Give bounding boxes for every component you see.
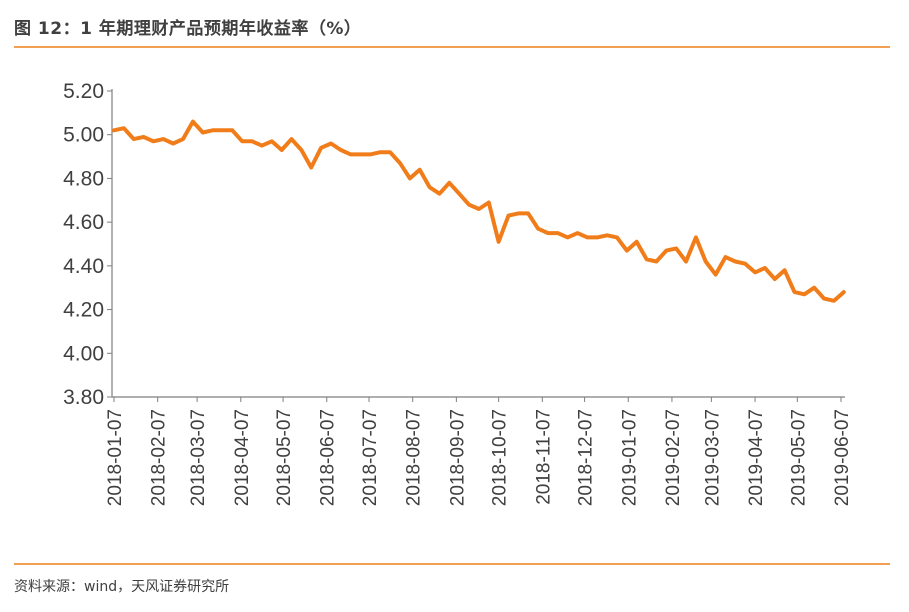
x-axis-ticks: 2018-01-07 2018-02-07 2018-03-07 2018-04-07… (105, 397, 853, 506)
x-tick-label: 2019-01-07 (619, 409, 640, 506)
x-tick-label: 2018-09-07 (447, 409, 468, 506)
y-tick-label: 4.20 (63, 299, 104, 322)
x-tick-label: 2018-04-07 (232, 409, 253, 506)
x-tick-label: 2018-01-07 (105, 409, 126, 506)
x-tick-label: 2019-04-07 (746, 409, 767, 506)
x-tick-label: 2018-05-07 (274, 409, 295, 506)
series-group (112, 119, 846, 303)
y-tick-label: 4.80 (63, 167, 104, 190)
y-tick-label: 4.40 (63, 255, 104, 278)
y-tick-label: 4.00 (63, 342, 104, 365)
x-tick-label: 2018-06-07 (318, 409, 339, 506)
x-tick-label: 2018-07-07 (360, 409, 381, 506)
x-tick-label: 2018-12-07 (576, 409, 597, 506)
chart-axes (111, 89, 845, 398)
x-tick-label: 2019-03-07 (702, 409, 723, 506)
footer-divider (14, 563, 890, 565)
chart-title: 图 12：1 年期理财产品预期年收益率（%） (14, 19, 362, 39)
y-tick-label: 5.00 (63, 124, 104, 147)
x-tick-label: 2018-03-07 (188, 409, 209, 506)
y-tick-label: 3.80 (63, 386, 104, 409)
x-tick-label: 2018-08-07 (404, 409, 425, 506)
y-tick-label: 4.60 (63, 211, 104, 234)
series-line (112, 119, 846, 303)
y-axis-ticks: 3.80 4.00 4.20 4.40 4.60 4.80 5.00 5.20 (63, 80, 112, 409)
x-tick-label: 2018-11-07 (533, 409, 554, 505)
title-divider (14, 46, 890, 48)
x-tick-label: 2018-02-07 (149, 409, 170, 506)
x-tick-label: 2019-02-07 (663, 409, 684, 506)
source-note: 资料来源：wind，天风证券研究所 (14, 579, 230, 595)
x-tick-label: 2019-06-07 (832, 409, 853, 506)
x-tick-label: 2019-05-07 (788, 409, 809, 506)
x-tick-label: 2018-10-07 (490, 409, 511, 506)
y-tick-label: 5.20 (63, 80, 104, 103)
